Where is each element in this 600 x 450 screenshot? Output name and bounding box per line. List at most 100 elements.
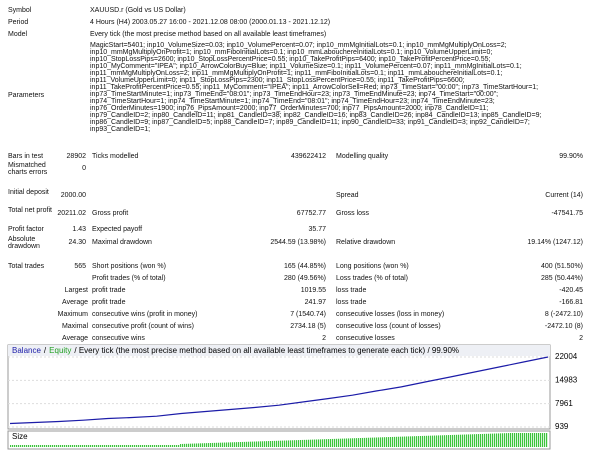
stat-label: consecutive wins bbox=[92, 335, 145, 342]
size-bar bbox=[126, 445, 128, 447]
size-bar bbox=[240, 442, 242, 447]
stat-value: 28902 bbox=[66, 153, 86, 160]
size-bar bbox=[308, 439, 310, 447]
size-bar bbox=[210, 443, 212, 447]
size-bar bbox=[100, 445, 102, 447]
size-bar bbox=[392, 436, 394, 447]
size-bar bbox=[124, 445, 126, 447]
param-line: inp93_CandleID=1; bbox=[90, 126, 151, 133]
size-bar bbox=[508, 433, 510, 447]
stat-label: Ticks modelled bbox=[92, 153, 139, 160]
size-bar bbox=[350, 438, 352, 447]
param-line: inp79_CandleID=2; inp80_CandleID=11; inp… bbox=[90, 112, 542, 119]
size-bar bbox=[474, 434, 476, 447]
size-bar bbox=[114, 445, 116, 447]
size-bar bbox=[268, 441, 270, 447]
size-bar bbox=[132, 445, 134, 447]
balance-line bbox=[9, 356, 549, 425]
size-bar bbox=[168, 445, 170, 447]
size-bar bbox=[296, 440, 298, 447]
size-bar bbox=[170, 445, 172, 447]
size-bar bbox=[282, 440, 284, 447]
size-bar bbox=[328, 439, 330, 447]
size-bar bbox=[286, 440, 288, 447]
stat-value: 1.43 bbox=[72, 226, 86, 233]
size-bar bbox=[532, 433, 534, 447]
size-bar bbox=[342, 438, 344, 447]
size-bar bbox=[352, 438, 354, 447]
y-tick-label: 7961 bbox=[555, 399, 573, 408]
size-bar bbox=[414, 436, 416, 447]
size-bar bbox=[376, 437, 378, 447]
size-bar bbox=[14, 445, 16, 447]
size-bar bbox=[138, 445, 140, 447]
size-bar bbox=[204, 443, 206, 447]
stat-value: Current (14) bbox=[545, 192, 583, 199]
size-bar bbox=[76, 445, 78, 447]
size-bar bbox=[294, 440, 296, 447]
size-bar bbox=[74, 445, 76, 447]
stat-label: Loss trades (% of total) bbox=[336, 275, 408, 282]
size-bar bbox=[36, 445, 38, 447]
size-bar bbox=[478, 434, 480, 447]
size-bar bbox=[458, 434, 460, 447]
size-bar bbox=[540, 433, 542, 447]
size-bar bbox=[96, 445, 98, 447]
size-bar bbox=[494, 433, 496, 447]
size-bar bbox=[30, 445, 32, 447]
size-bar bbox=[140, 445, 142, 447]
size-bar bbox=[428, 435, 430, 447]
size-bar bbox=[200, 443, 202, 447]
size-bar bbox=[84, 445, 86, 447]
stat-value: 2734.18 (5) bbox=[290, 323, 326, 330]
size-bar bbox=[252, 441, 254, 447]
size-bar bbox=[440, 435, 442, 447]
size-bar bbox=[332, 438, 334, 447]
size-bar bbox=[436, 435, 438, 447]
size-bar bbox=[32, 445, 34, 447]
size-bar bbox=[42, 445, 44, 447]
stat-label: Mismatched charts errors bbox=[8, 162, 48, 176]
size-bar bbox=[358, 438, 360, 447]
size-bar bbox=[390, 437, 392, 447]
size-bar bbox=[460, 434, 462, 447]
stat-label: consecutive losses bbox=[336, 335, 395, 342]
size-bar bbox=[528, 433, 530, 447]
size-bar bbox=[20, 445, 22, 447]
size-bar bbox=[402, 436, 404, 447]
size-bar bbox=[148, 445, 150, 447]
stat-label: Bars in test bbox=[8, 153, 44, 160]
size-bar bbox=[280, 440, 282, 447]
size-bar bbox=[222, 442, 224, 447]
size-bar bbox=[46, 445, 48, 447]
size-bar bbox=[450, 435, 452, 447]
size-bar bbox=[480, 434, 482, 447]
size-bar bbox=[254, 441, 256, 447]
size-bar bbox=[496, 433, 498, 447]
y-tick-label: 22004 bbox=[555, 352, 578, 361]
size-bar bbox=[412, 436, 414, 447]
size-bar bbox=[492, 433, 494, 447]
size-bar bbox=[206, 443, 208, 447]
size-bar bbox=[300, 440, 302, 447]
size-bar bbox=[344, 438, 346, 447]
size-bar bbox=[326, 439, 328, 447]
size-bar bbox=[290, 440, 292, 447]
size-bar bbox=[224, 442, 226, 447]
size-bar bbox=[320, 439, 322, 447]
size-bar bbox=[420, 436, 422, 447]
size-bar bbox=[16, 445, 18, 447]
size-bar bbox=[354, 438, 356, 447]
size-bar bbox=[430, 435, 432, 447]
size-bar bbox=[404, 436, 406, 447]
stat-value: -166.81 bbox=[559, 299, 583, 306]
stat-value: 2544.59 (13.98%) bbox=[270, 239, 326, 246]
size-bar bbox=[536, 433, 538, 447]
size-bar bbox=[66, 445, 68, 447]
param-line: inp10_StopLossPips=2600; inp10_StopLossP… bbox=[90, 56, 491, 63]
size-bar bbox=[94, 445, 96, 447]
size-bar bbox=[72, 445, 74, 447]
size-bar bbox=[424, 435, 426, 447]
size-bar bbox=[534, 433, 536, 447]
